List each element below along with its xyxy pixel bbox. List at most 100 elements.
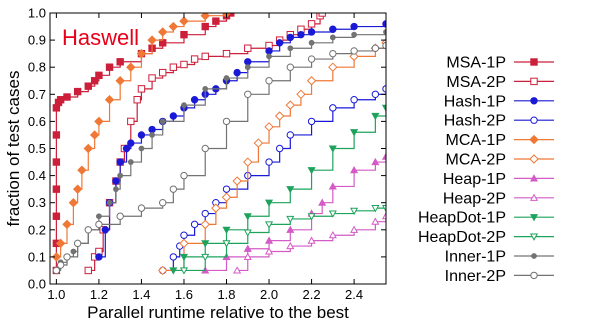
data-point [72,184,83,194]
data-point [381,104,386,113]
data-point [180,231,188,239]
legend-item: Inner-1P [445,249,554,266]
data-point [211,203,221,213]
data-point [529,154,539,164]
series-heapdot-2p [179,205,386,275]
data-point [307,28,316,36]
x-tick-label: 1.4 [132,287,150,302]
data-point [181,102,187,109]
legend-label: MSA-1P [446,55,506,72]
legend-item: Heap-1P [443,171,554,188]
data-point [62,219,72,230]
plot-frame [49,12,387,285]
data-point [89,130,100,140]
data-point [530,116,538,124]
data-point [350,129,359,137]
data-point [529,134,539,145]
data-point [95,253,103,261]
data-point [275,39,284,47]
y-tick-label: 0.5 [28,141,46,156]
data-point [349,51,359,62]
data-point [148,125,156,134]
legend-item: HeapDot-1P [418,210,554,227]
legend-label: Inner-1P [445,249,506,266]
x-tick-label: 1.2 [90,287,108,302]
series-heapdot-1p [169,104,386,275]
data-point [329,25,337,33]
data-point [169,63,178,71]
legend-label: Hash-2P [444,113,506,130]
data-point [264,122,274,132]
data-point [84,266,92,275]
y-tick-label: 0.1 [28,249,46,264]
data-point [530,271,538,280]
y-tick-label: 0.2 [28,222,46,237]
data-point [137,85,146,93]
data-point [244,58,252,66]
data-point [244,90,252,99]
series-mca-2p [158,38,386,276]
legend-item: MSA-1P [446,55,554,72]
data-point [73,239,82,248]
x-tick-label: 1.0 [47,287,65,302]
data-point [127,117,135,126]
data-point [265,158,273,166]
data-point [285,100,296,110]
data-point [116,212,124,220]
data-point [117,172,124,179]
data-point [286,131,295,139]
data-point [265,47,273,55]
data-point [286,225,295,233]
y-tick-label: 1.0 [28,6,46,21]
data-point [530,97,538,105]
data-point [350,22,358,31]
data-point [328,62,338,72]
data-point [201,52,209,61]
data-point [169,185,178,193]
series-line [183,207,386,272]
data-point [243,229,252,237]
data-point [169,253,178,261]
data-point [286,241,295,250]
data-point [101,226,109,234]
legend-item: MCA-1P [446,132,554,149]
data-point [531,253,537,259]
y-tick-label: 0.7 [28,87,46,102]
data-point [179,16,189,26]
data-point [159,199,167,207]
data-point [328,182,337,190]
data-point [351,31,358,38]
legend-item: Heap-2P [443,190,554,207]
data-point [371,90,380,99]
data-point [381,152,386,160]
data-point [350,47,358,55]
data-point [266,53,272,60]
data-point [371,205,380,213]
data-point [350,96,358,104]
data-point [222,240,231,248]
data-point [328,145,337,153]
data-point [318,198,327,206]
series-heap-2p [233,212,386,274]
data-point [137,131,146,139]
data-point [116,58,124,66]
data-point [84,82,92,90]
data-point [73,87,82,96]
data-point [274,111,285,121]
data-point [96,213,102,220]
data-point [328,230,337,239]
data-point [201,209,209,218]
data-point [180,171,188,180]
data-point [297,30,305,39]
data-point [122,144,131,153]
data-point [223,75,230,81]
data-point [383,29,386,35]
data-point [127,159,134,165]
data-point [104,95,115,105]
data-point [116,158,124,166]
data-point [190,55,199,63]
legend-label: Heap-1P [443,171,506,188]
data-point [95,71,103,80]
legend-item: Inner-2P [445,268,554,285]
